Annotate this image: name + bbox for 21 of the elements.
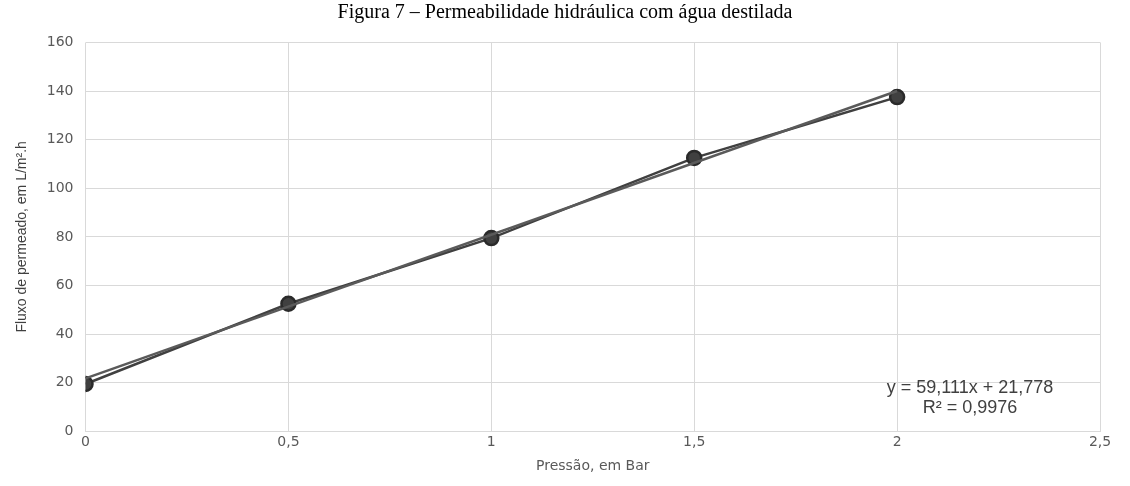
x-tick-label: 2 [892,433,902,450]
x-tick-label: 1,5 [683,433,706,450]
x-tick-label: 0 [81,433,90,450]
y-tick-label: 120 [46,130,74,147]
x-tick-label: 1 [486,433,496,450]
y-tick-label: 80 [55,227,74,244]
y-tick-label: 100 [46,178,74,195]
annotation: R² = 0,9976 [922,397,1018,418]
y-tick-label: 160 [46,33,74,50]
chart-title: Figura 7 – Permeabilidade hidráulica com água destilada [336,0,794,22]
annotation: y = 59,111x + 21,778 [886,377,1054,398]
y-tick-label: 140 [46,81,74,98]
x-tick-label: 2,5 [1088,433,1112,450]
y-axis-title: Fluxo de permeado, em L/m².h [13,141,30,333]
y-tick-label: 60 [55,276,74,293]
y-tick-label: 0 [64,422,74,439]
x-tick-label: 0,5 [277,433,300,450]
y-tick-label: 20 [55,373,74,390]
point [888,88,906,106]
x-axis-title: Pressão, em Bar [536,457,650,474]
y-tick-label: 40 [55,324,74,341]
